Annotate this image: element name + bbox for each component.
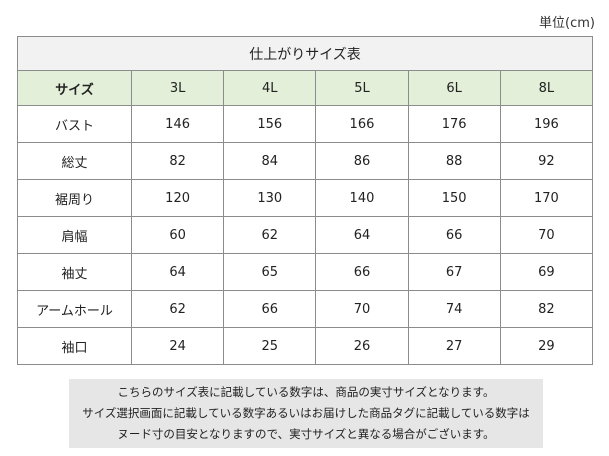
table-cell: 130 bbox=[223, 179, 317, 217]
table-cell: 60 bbox=[130, 216, 225, 254]
table-cell: 66 bbox=[407, 216, 501, 254]
table-cell: 82 bbox=[499, 290, 594, 328]
table-cell: 170 bbox=[499, 179, 594, 217]
table-cell: 24 bbox=[130, 327, 225, 365]
table-row: 総丈 82 84 86 88 92 bbox=[17, 142, 594, 180]
table-cell: 25 bbox=[223, 327, 317, 365]
table-title-row: 仕上がりサイズ表 bbox=[17, 36, 593, 71]
table-cell: 65 bbox=[223, 253, 317, 291]
table-cell: 66 bbox=[315, 253, 409, 291]
table-cell: 166 bbox=[315, 105, 409, 143]
row-label: バスト bbox=[17, 105, 132, 143]
table-cell: 62 bbox=[130, 290, 225, 328]
table-cell: 156 bbox=[223, 105, 317, 143]
table-cell: 67 bbox=[407, 253, 501, 291]
table-cell: 92 bbox=[499, 142, 594, 180]
table-cell: 70 bbox=[499, 216, 594, 254]
table-cell: 64 bbox=[130, 253, 225, 291]
note-line: こちらのサイズ表に記載している数字は、商品の実寸サイズとなります。 bbox=[117, 385, 495, 399]
table-cell: 146 bbox=[130, 105, 225, 143]
table-cell: 88 bbox=[407, 142, 501, 180]
table-row: 肩幅 60 62 64 66 70 bbox=[17, 216, 594, 254]
note-line: ヌード寸の目安となりますので、実寸サイズと異なる場合がございます。 bbox=[117, 427, 495, 441]
note-line: サイズ選択画面に記載している数字あるいはお届けした商品タグに記載している数字は bbox=[82, 406, 530, 420]
size-note: こちらのサイズ表に記載している数字は、商品の実寸サイズとなります。 サイズ選択画… bbox=[69, 379, 543, 448]
row-label: 裾周り bbox=[17, 179, 132, 217]
table-cell: 74 bbox=[407, 290, 501, 328]
table-cell: 27 bbox=[407, 327, 501, 365]
size-header: 8L bbox=[499, 70, 594, 106]
row-label: 総丈 bbox=[17, 142, 132, 180]
size-header: 4L bbox=[223, 70, 317, 106]
table-cell: 176 bbox=[407, 105, 501, 143]
table-cell: 82 bbox=[130, 142, 225, 180]
table-title: 仕上がりサイズ表 bbox=[17, 36, 593, 71]
table-cell: 84 bbox=[223, 142, 317, 180]
unit-label: 単位(cm) bbox=[539, 16, 595, 31]
table-cell: 120 bbox=[130, 179, 225, 217]
table-header-row: サイズ 3L 4L 5L 6L 8L bbox=[17, 70, 594, 106]
table-cell: 66 bbox=[223, 290, 317, 328]
table-cell: 70 bbox=[315, 290, 409, 328]
row-label: 肩幅 bbox=[17, 216, 132, 254]
table-cell: 29 bbox=[499, 327, 594, 365]
table-row: 裾周り 120 130 140 150 170 bbox=[17, 179, 594, 217]
table-cell: 86 bbox=[315, 142, 409, 180]
table-cell: 69 bbox=[499, 253, 594, 291]
table-row: 袖口 24 25 26 27 29 bbox=[17, 327, 594, 365]
header-label: サイズ bbox=[17, 70, 132, 106]
table-row: アームホール 62 66 70 74 82 bbox=[17, 290, 594, 328]
size-header: 3L bbox=[130, 70, 225, 106]
table-row: 袖丈 64 65 66 67 69 bbox=[17, 253, 594, 291]
table-cell: 140 bbox=[315, 179, 409, 217]
size-table: 仕上がりサイズ表 サイズ 3L 4L 5L 6L 8L バスト 146 156 … bbox=[17, 36, 594, 365]
size-header: 5L bbox=[315, 70, 409, 106]
row-label: 袖口 bbox=[17, 327, 132, 365]
row-label: アームホール bbox=[17, 290, 132, 328]
table-cell: 26 bbox=[315, 327, 409, 365]
row-label: 袖丈 bbox=[17, 253, 132, 291]
table-cell: 64 bbox=[315, 216, 409, 254]
table-cell: 196 bbox=[499, 105, 594, 143]
size-header: 6L bbox=[407, 70, 501, 106]
table-cell: 150 bbox=[407, 179, 501, 217]
table-row: バスト 146 156 166 176 196 bbox=[17, 105, 594, 143]
table-cell: 62 bbox=[223, 216, 317, 254]
